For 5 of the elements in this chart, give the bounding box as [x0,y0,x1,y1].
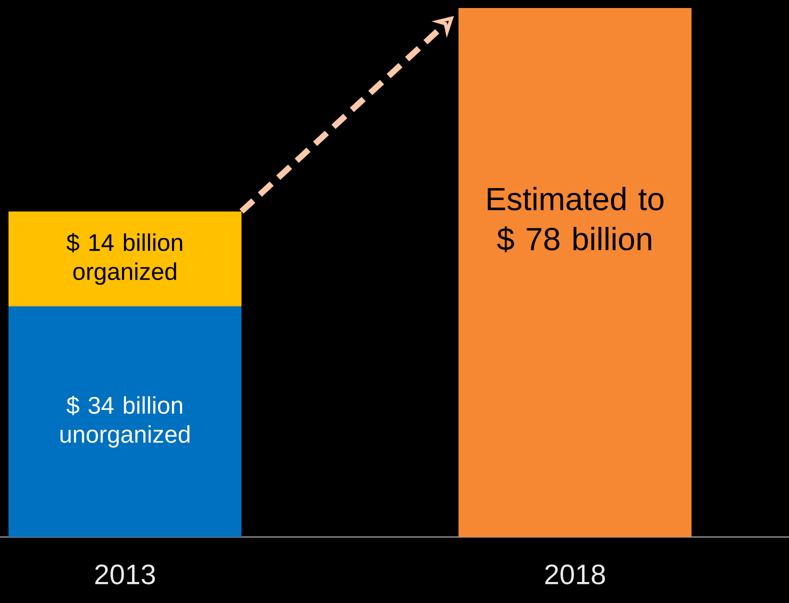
data-label: Estimated to $ 78 billion [488,186,664,252]
data-label: $ 34 billion unorganized [60,396,190,448]
data-label: $ 14 billion organized [66,233,182,285]
x-tick-label: 2018 [545,564,605,584]
x-tick-label: 2013 [95,564,155,584]
